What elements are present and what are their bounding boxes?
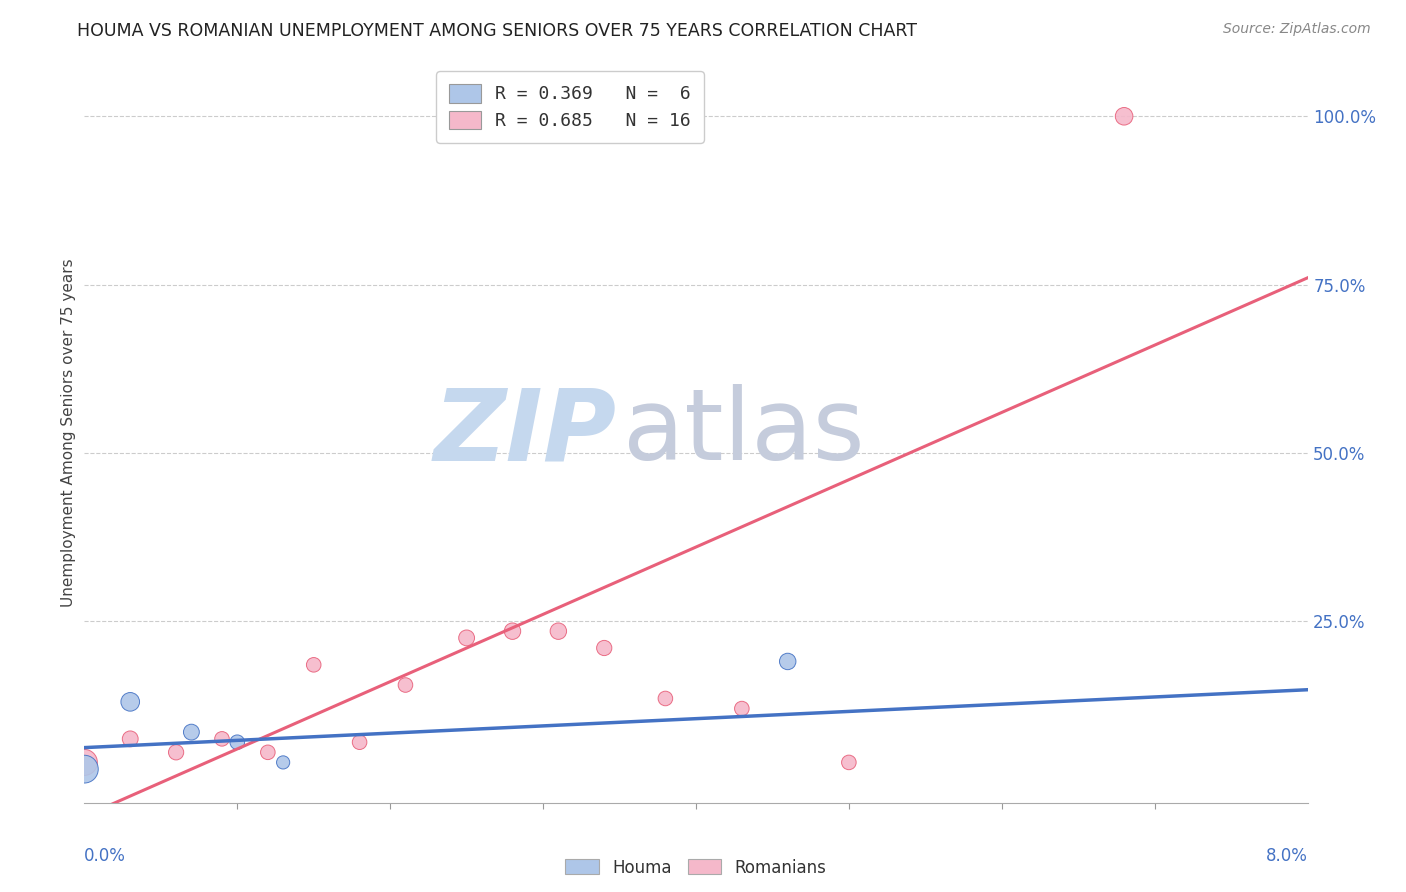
Point <box>302 657 325 672</box>
Legend: Houma, Romanians: Houma, Romanians <box>558 852 834 883</box>
Text: ZIP: ZIP <box>433 384 616 481</box>
Y-axis label: Unemployment Among Seniors over 75 years: Unemployment Among Seniors over 75 years <box>60 259 76 607</box>
Point <box>394 678 416 692</box>
Text: 0.0%: 0.0% <box>84 847 127 865</box>
Text: HOUMA VS ROMANIAN UNEMPLOYMENT AMONG SENIORS OVER 75 YEARS CORRELATION CHART: HOUMA VS ROMANIAN UNEMPLOYMENT AMONG SEN… <box>77 22 917 40</box>
Point <box>226 735 249 749</box>
Point <box>73 762 96 776</box>
Point <box>120 695 142 709</box>
Text: atlas: atlas <box>623 384 865 481</box>
Point <box>271 756 294 770</box>
Point <box>180 725 202 739</box>
Point <box>211 731 233 746</box>
Point <box>547 624 569 639</box>
Point <box>165 745 187 759</box>
Point <box>776 655 799 669</box>
Point <box>257 745 280 759</box>
Text: Source: ZipAtlas.com: Source: ZipAtlas.com <box>1223 22 1371 37</box>
Point <box>838 756 860 770</box>
Point <box>654 691 676 706</box>
Point <box>120 731 142 746</box>
Text: 8.0%: 8.0% <box>1265 847 1308 865</box>
Point <box>349 735 371 749</box>
Point <box>593 640 616 655</box>
Point <box>73 756 96 770</box>
Point <box>502 624 524 639</box>
Point <box>1114 109 1136 123</box>
Point <box>731 701 754 715</box>
Point <box>456 631 478 645</box>
